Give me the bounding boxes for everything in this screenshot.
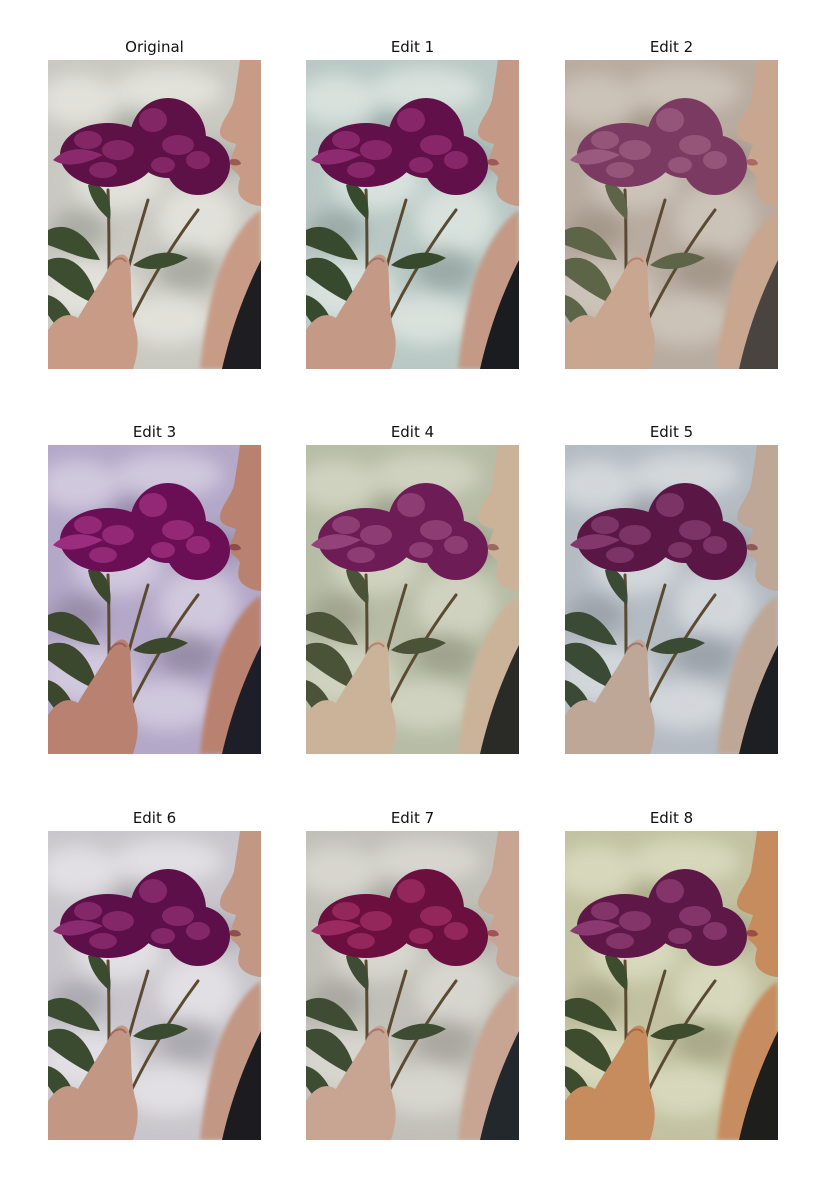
photo xyxy=(306,831,519,1140)
lips xyxy=(747,544,758,551)
dress-strap xyxy=(480,1031,519,1140)
hand xyxy=(48,1025,138,1140)
lips xyxy=(488,930,499,937)
fingernail xyxy=(109,257,127,266)
peony-flowers xyxy=(570,483,747,580)
face xyxy=(737,60,778,206)
peony-flowers xyxy=(311,98,488,195)
panel-image xyxy=(48,831,261,1140)
panel-image xyxy=(48,445,261,754)
face xyxy=(220,445,261,591)
hand xyxy=(306,639,396,754)
peony-flowers xyxy=(53,869,230,966)
panel-title: Edit 2 xyxy=(649,38,694,56)
lips xyxy=(747,159,758,166)
dress-strap xyxy=(739,1031,778,1140)
lips xyxy=(488,159,499,166)
dress-strap xyxy=(739,645,778,754)
fingernail xyxy=(626,257,644,266)
panel-title: Original xyxy=(125,38,184,56)
panel-image xyxy=(565,60,778,369)
dress-strap xyxy=(222,645,261,754)
fingernail xyxy=(626,1028,644,1037)
hand xyxy=(565,1025,655,1140)
fingernail xyxy=(626,642,644,651)
face xyxy=(478,60,519,206)
hand xyxy=(565,254,655,369)
panel-image xyxy=(306,60,519,369)
photo xyxy=(48,60,261,369)
hand xyxy=(48,254,138,369)
dress-strap xyxy=(480,260,519,369)
hand xyxy=(48,639,138,754)
fingernail xyxy=(367,1028,385,1037)
fingernail xyxy=(367,257,385,266)
photo xyxy=(565,445,778,754)
photo xyxy=(565,60,778,369)
photo xyxy=(565,831,778,1140)
face xyxy=(220,831,261,977)
hand xyxy=(306,254,396,369)
panel-title: Edit 5 xyxy=(649,423,694,441)
photo xyxy=(306,60,519,369)
face xyxy=(220,60,261,206)
face xyxy=(478,831,519,977)
panel-image xyxy=(565,831,778,1140)
peony-flowers xyxy=(570,98,747,195)
peony-flowers xyxy=(311,869,488,966)
leaves xyxy=(48,955,188,1121)
face xyxy=(737,445,778,591)
lips xyxy=(747,930,758,937)
hand xyxy=(565,639,655,754)
face xyxy=(478,445,519,591)
peony-flowers xyxy=(53,483,230,580)
panel-title: Edit 1 xyxy=(390,38,435,56)
face xyxy=(737,831,778,977)
panel-title: Edit 4 xyxy=(390,423,435,441)
dress-strap xyxy=(739,260,778,369)
lips xyxy=(230,544,241,551)
lips xyxy=(230,930,241,937)
panel-image xyxy=(48,60,261,369)
panel-image xyxy=(306,831,519,1140)
lips xyxy=(230,159,241,166)
fingernail xyxy=(367,642,385,651)
dress-strap xyxy=(480,645,519,754)
lips xyxy=(488,544,499,551)
peony-flowers xyxy=(570,869,747,966)
dress-strap xyxy=(222,1031,261,1140)
photo xyxy=(48,445,261,754)
panel-image xyxy=(306,445,519,754)
peony-flowers xyxy=(311,483,488,580)
hand xyxy=(306,1025,396,1140)
dress-strap xyxy=(222,260,261,369)
photo xyxy=(48,831,261,1140)
fingernail xyxy=(109,1028,127,1037)
peony-flowers xyxy=(53,98,230,195)
photo xyxy=(306,445,519,754)
panel-title: Edit 3 xyxy=(132,423,177,441)
panel-title: Edit 6 xyxy=(132,809,177,827)
fingernail xyxy=(109,642,127,651)
panel-image xyxy=(565,445,778,754)
panel-title: Edit 8 xyxy=(649,809,694,827)
panel-title: Edit 7 xyxy=(390,809,435,827)
